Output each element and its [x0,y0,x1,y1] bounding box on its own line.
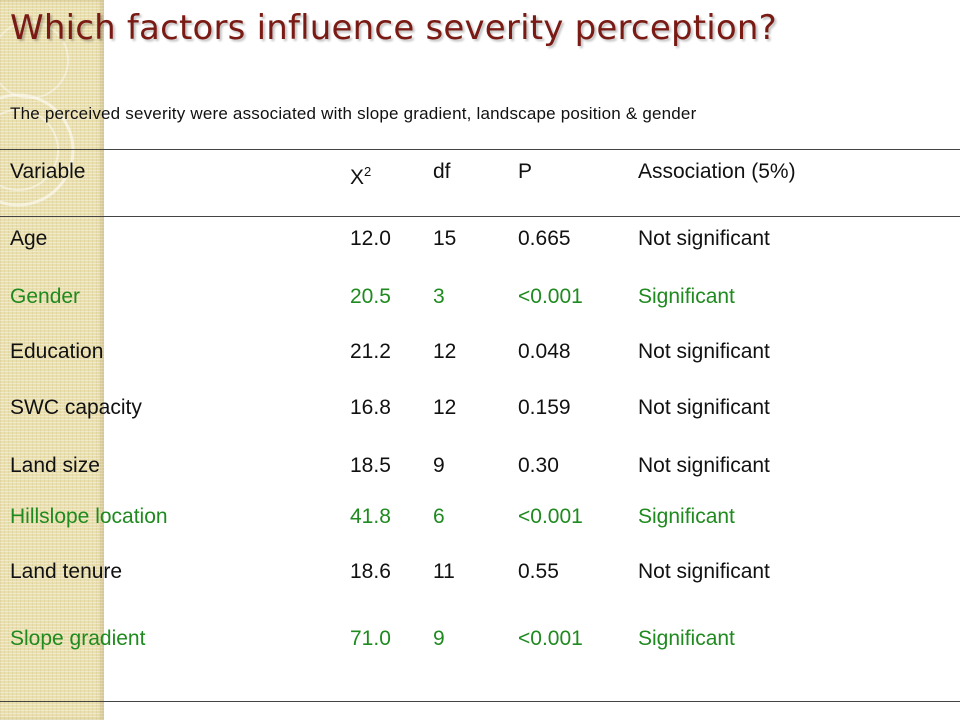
row-association: Not significant [638,560,770,583]
row-df: 6 [433,505,445,528]
row-association: Significant [638,285,735,308]
row-chi-square: 16.8 [350,396,391,419]
table-top-rule [0,149,960,150]
header-chi-sup: 2 [364,164,372,179]
row-p-value: <0.001 [518,285,583,308]
row-variable: Gender [10,285,81,308]
table-row: Land size 18.5 9 0.30 Not significant [0,449,960,483]
row-variable: Age [10,227,48,250]
row-chi-square: 12.0 [350,227,391,250]
row-df: 12 [433,340,457,363]
row-df: 3 [433,285,445,308]
row-variable: Hillslope location [10,505,168,528]
row-association: Not significant [638,227,770,250]
slide-title: Which factors influence severity percept… [10,8,777,48]
table-row: SWC capacity 16.8 12 0.159 Not significant [0,391,960,425]
table-row: Age 12.0 15 0.665 Not significant [0,222,960,256]
row-association: Not significant [638,396,770,419]
slide-subtitle: The perceived severity were associated w… [10,104,697,123]
row-variable: Land size [10,454,100,477]
header-p: P [518,160,533,183]
table-row: Education 21.2 12 0.048 Not significant [0,335,960,369]
row-p-value: <0.001 [518,627,583,650]
row-p-value: 0.30 [518,454,559,477]
row-chi-square: 20.5 [350,285,391,308]
row-df: 12 [433,396,457,419]
row-p-value: 0.55 [518,560,559,583]
table-header-row: Variable X2 df P Association (5%) [0,155,960,189]
table-row: Gender 20.5 3 <0.001 Significant [0,280,960,314]
header-variable: Variable [10,160,86,183]
row-p-value: 0.159 [518,396,571,419]
row-p-value: <0.001 [518,505,583,528]
row-association: Significant [638,505,735,528]
row-p-value: 0.665 [518,227,571,250]
row-chi-square: 71.0 [350,627,391,650]
table-bottom-rule [0,701,960,702]
row-chi-square: 18.5 [350,454,391,477]
row-df: 9 [433,454,445,477]
table-row: Land tenure 18.6 11 0.55 Not significant [0,555,960,589]
row-variable: Land tenure [10,560,123,583]
row-df: 15 [433,227,457,250]
row-variable: SWC capacity [10,396,142,419]
row-variable: Slope gradient [10,627,146,650]
row-df: 9 [433,627,445,650]
row-df: 11 [433,560,455,583]
table-row: Slope gradient 71.0 9 <0.001 Significant [0,622,960,656]
table-header-rule [0,216,960,217]
row-chi-square: 18.6 [350,560,391,583]
header-df: df [433,160,451,183]
row-association: Not significant [638,454,770,477]
header-chi-square: X2 [350,155,371,195]
row-chi-square: 21.2 [350,340,391,363]
row-association: Not significant [638,340,770,363]
header-chi-base: X [350,166,365,189]
row-p-value: 0.048 [518,340,571,363]
row-chi-square: 41.8 [350,505,391,528]
row-association: Significant [638,627,735,650]
decorative-swirl [0,21,75,207]
header-association: Association (5%) [638,160,796,183]
table-row: Hillslope location 41.8 6 <0.001 Significant [0,500,960,534]
decorative-side-band [0,0,104,720]
row-variable: Education [10,340,104,363]
